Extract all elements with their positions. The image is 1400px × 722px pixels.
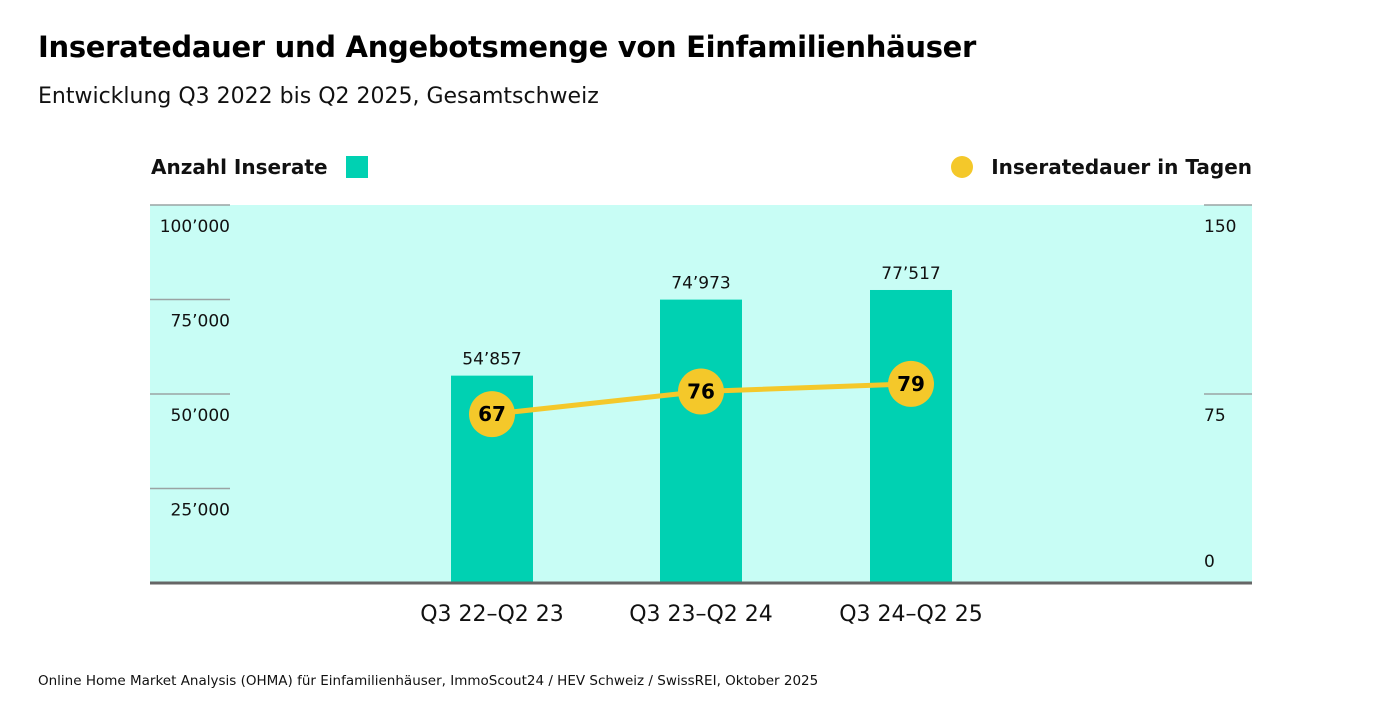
- source-footer: Online Home Market Analysis (OHMA) für E…: [38, 673, 819, 689]
- bar: [870, 289, 952, 583]
- bar: [660, 299, 742, 583]
- line-point: [469, 391, 515, 438]
- legend-circle-icon: [951, 156, 974, 178]
- bar-value-label: 74’973: [671, 274, 730, 294]
- left-tick-label: 50’000: [171, 406, 230, 426]
- legend-line-label: Inseratedauer in Tagen: [991, 155, 1252, 179]
- line-point-label: 67: [478, 402, 506, 426]
- bar-value-label: 77’517: [881, 264, 940, 284]
- x-tick-label: Q3 22–Q2 23: [420, 602, 564, 627]
- x-tick-label: Q3 23–Q2 24: [629, 602, 773, 627]
- chart-subtitle: Entwicklung Q3 2022 bis Q2 2025, Gesamts…: [38, 84, 599, 109]
- left-tick-label: 100’000: [160, 217, 230, 237]
- legend-bars-label: Anzahl Inserate: [151, 155, 328, 179]
- right-tick-label: 150: [1204, 217, 1236, 237]
- left-tick-label: 25’000: [171, 501, 230, 521]
- line-point: [678, 368, 724, 415]
- line-point: [888, 360, 934, 407]
- x-tick-label: Q3 24–Q2 25: [839, 602, 983, 627]
- left-tick-label: 75’000: [171, 312, 230, 332]
- right-tick-label: 0: [1204, 552, 1215, 572]
- line-point-label: 76: [687, 379, 715, 403]
- legend-square-icon: [345, 156, 368, 178]
- legend-bars: Anzahl Inserate: [151, 155, 368, 179]
- line-point-label: 79: [897, 372, 925, 396]
- legend-line: Inseratedauer in Tagen: [951, 155, 1252, 179]
- chart-title: Inseratedauer und Angebotsmenge von Einf…: [38, 30, 977, 64]
- right-tick-label: 75: [1204, 406, 1226, 426]
- bar-value-label: 54’857: [462, 350, 521, 370]
